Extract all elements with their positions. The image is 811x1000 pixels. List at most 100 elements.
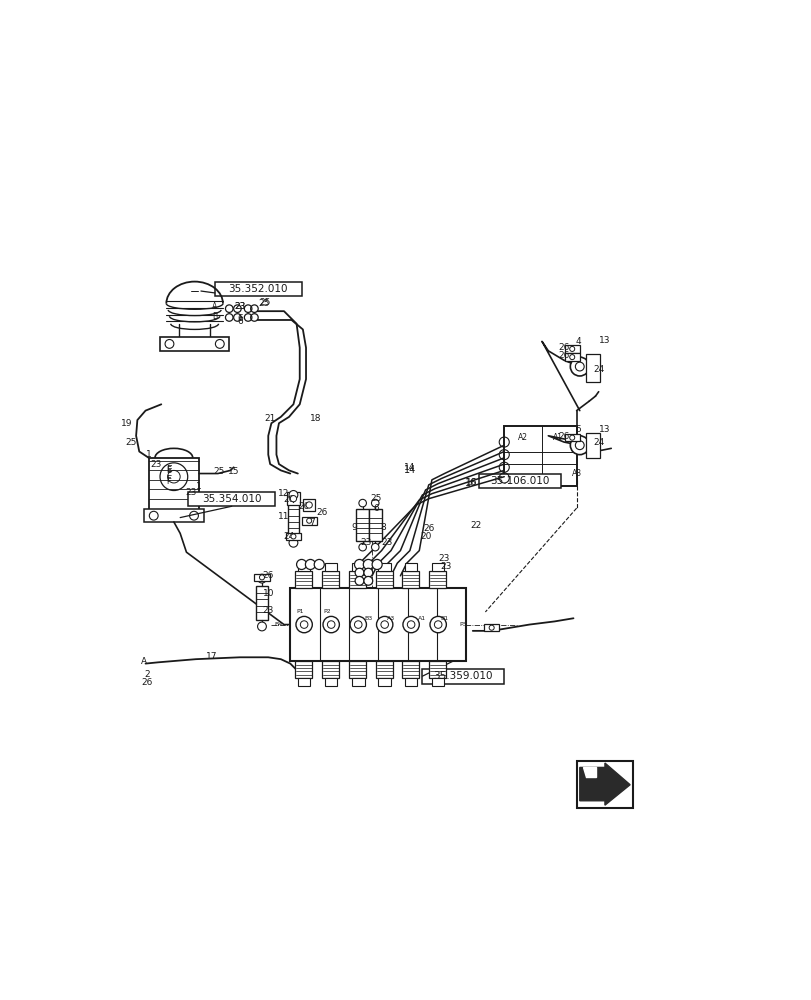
Circle shape: [380, 621, 388, 628]
Circle shape: [407, 621, 414, 628]
Circle shape: [257, 622, 266, 631]
Text: 21: 21: [264, 414, 276, 423]
Text: 26: 26: [315, 508, 327, 517]
Bar: [431, 563, 444, 571]
Circle shape: [306, 502, 312, 508]
Circle shape: [371, 543, 379, 551]
Text: P3: P3: [459, 622, 466, 627]
Bar: [188, 492, 275, 506]
Text: 35.359.010: 35.359.010: [433, 671, 492, 681]
Text: 14: 14: [403, 465, 415, 475]
Text: 26: 26: [298, 502, 310, 511]
Circle shape: [300, 621, 307, 628]
Bar: [148, 458, 199, 511]
Text: 23: 23: [438, 554, 449, 563]
Bar: [405, 678, 417, 686]
Text: 5: 5: [575, 425, 581, 434]
Text: 25: 25: [370, 494, 381, 503]
Text: 24: 24: [592, 438, 603, 447]
Text: B1: B1: [440, 616, 448, 621]
Circle shape: [569, 357, 589, 376]
Circle shape: [575, 441, 583, 450]
Bar: [285, 533, 301, 540]
Bar: [378, 563, 391, 571]
Text: 7: 7: [309, 518, 315, 527]
Text: 19: 19: [121, 419, 132, 428]
Circle shape: [350, 616, 366, 633]
Text: B4: B4: [274, 622, 283, 627]
Text: 24: 24: [592, 365, 603, 374]
Bar: [322, 571, 339, 588]
Circle shape: [327, 621, 335, 628]
Bar: [303, 499, 315, 511]
Polygon shape: [582, 767, 594, 777]
Text: 6: 6: [372, 504, 378, 513]
Text: 8: 8: [380, 523, 386, 532]
Circle shape: [575, 362, 583, 371]
Bar: [287, 492, 299, 505]
Text: E: E: [166, 466, 171, 475]
Text: 23: 23: [380, 538, 392, 547]
Text: A: A: [212, 302, 217, 311]
Text: B: B: [212, 312, 217, 321]
Text: 16: 16: [464, 478, 476, 488]
Bar: [429, 661, 446, 678]
Bar: [287, 502, 298, 536]
Bar: [349, 661, 366, 678]
Text: 14: 14: [404, 463, 415, 472]
Bar: [429, 571, 446, 588]
Circle shape: [354, 559, 364, 570]
Bar: [349, 571, 366, 588]
Text: 25: 25: [258, 299, 269, 308]
Text: A3: A3: [571, 469, 581, 478]
Text: 6: 6: [237, 314, 242, 323]
Circle shape: [358, 543, 366, 551]
Text: 1: 1: [146, 450, 152, 459]
Text: 11: 11: [278, 512, 290, 521]
Circle shape: [363, 559, 373, 570]
Circle shape: [296, 559, 307, 570]
Bar: [322, 661, 339, 678]
Bar: [368, 509, 381, 541]
Text: A3: A3: [386, 616, 395, 621]
Circle shape: [363, 568, 372, 577]
Text: 13: 13: [599, 425, 610, 434]
Text: A1: A1: [552, 433, 562, 442]
Text: 26: 26: [423, 524, 434, 533]
Circle shape: [430, 616, 446, 633]
Circle shape: [307, 518, 311, 523]
Circle shape: [434, 621, 441, 628]
Bar: [405, 563, 417, 571]
Circle shape: [569, 355, 574, 360]
Circle shape: [376, 616, 393, 633]
Text: 25: 25: [213, 467, 225, 476]
Bar: [586, 433, 599, 458]
Circle shape: [488, 625, 494, 630]
Circle shape: [295, 616, 312, 633]
Text: 26: 26: [141, 678, 152, 687]
Bar: [324, 563, 337, 571]
Text: A2: A2: [517, 433, 527, 442]
Text: B3: B3: [364, 616, 372, 621]
Text: 1: 1: [196, 482, 202, 491]
Circle shape: [569, 435, 574, 440]
Text: 13: 13: [599, 336, 610, 345]
Bar: [254, 574, 269, 581]
Text: 12: 12: [278, 489, 290, 498]
Text: 9: 9: [351, 523, 357, 532]
Bar: [298, 563, 310, 571]
Bar: [378, 678, 391, 686]
Bar: [324, 678, 337, 686]
Circle shape: [289, 538, 298, 547]
Text: 23: 23: [186, 488, 197, 497]
Text: 26: 26: [558, 343, 569, 352]
Bar: [144, 509, 204, 522]
Bar: [214, 282, 301, 296]
Bar: [564, 353, 579, 361]
Bar: [375, 571, 393, 588]
Bar: [295, 661, 312, 678]
Circle shape: [363, 576, 372, 585]
Bar: [160, 337, 229, 351]
Text: 17: 17: [206, 652, 217, 661]
Circle shape: [371, 559, 382, 570]
